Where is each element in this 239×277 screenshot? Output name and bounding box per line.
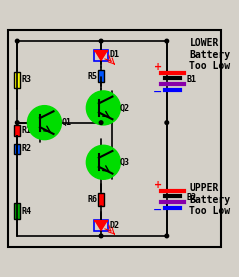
- Text: R3: R3: [22, 75, 32, 84]
- Text: −: −: [153, 205, 163, 215]
- Text: R5: R5: [87, 72, 98, 81]
- Circle shape: [165, 121, 168, 124]
- Circle shape: [27, 106, 61, 140]
- Polygon shape: [95, 221, 107, 230]
- FancyBboxPatch shape: [14, 125, 20, 136]
- FancyBboxPatch shape: [94, 50, 108, 61]
- Text: Battery: Battery: [190, 50, 231, 60]
- Circle shape: [16, 39, 19, 43]
- Text: B1: B1: [186, 75, 196, 84]
- Text: Q3: Q3: [119, 158, 129, 167]
- Text: D2: D2: [109, 221, 119, 230]
- Circle shape: [86, 145, 120, 179]
- Circle shape: [99, 234, 103, 238]
- Text: B2: B2: [186, 193, 196, 202]
- Text: LOWER: LOWER: [190, 38, 219, 48]
- Text: +: +: [154, 180, 162, 190]
- Circle shape: [165, 234, 168, 238]
- Text: D1: D1: [109, 50, 119, 59]
- FancyBboxPatch shape: [14, 72, 20, 88]
- Text: UPPER: UPPER: [190, 183, 219, 193]
- Text: Too Low: Too Low: [190, 61, 231, 71]
- FancyBboxPatch shape: [98, 193, 104, 206]
- Circle shape: [99, 39, 103, 43]
- Circle shape: [16, 121, 19, 124]
- Circle shape: [99, 121, 103, 124]
- FancyBboxPatch shape: [98, 70, 104, 83]
- FancyBboxPatch shape: [14, 203, 20, 219]
- FancyBboxPatch shape: [14, 143, 20, 154]
- Text: R2: R2: [22, 144, 32, 153]
- Text: Battery: Battery: [190, 195, 231, 205]
- Circle shape: [86, 91, 120, 125]
- Circle shape: [165, 39, 168, 43]
- Text: R6: R6: [87, 195, 98, 204]
- Text: +: +: [154, 62, 162, 72]
- Text: Q2: Q2: [119, 103, 129, 112]
- FancyBboxPatch shape: [94, 220, 108, 231]
- Text: Too Low: Too Low: [190, 206, 231, 216]
- Polygon shape: [95, 51, 107, 60]
- Text: Q1: Q1: [61, 118, 71, 127]
- Text: −: −: [153, 87, 163, 97]
- Text: R4: R4: [22, 207, 32, 216]
- Text: R1: R1: [22, 126, 32, 135]
